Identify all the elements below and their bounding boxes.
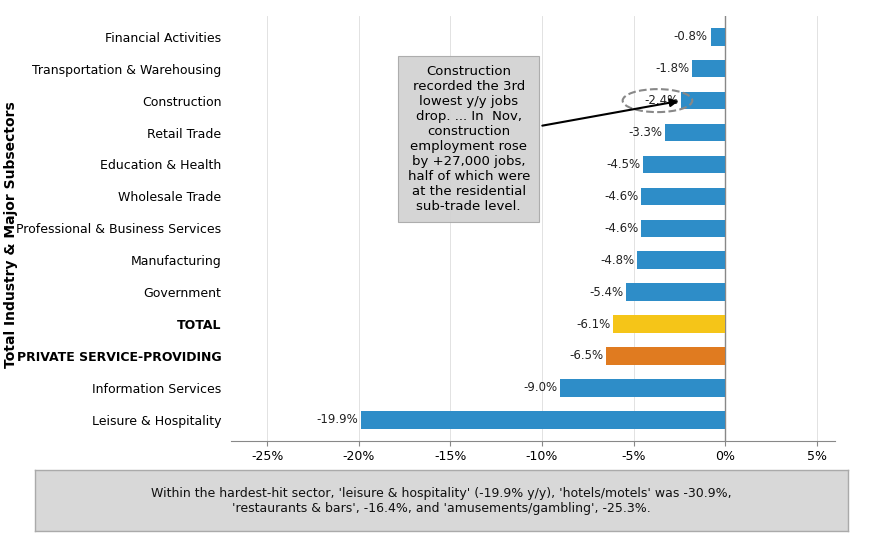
Text: -4.6%: -4.6% (603, 190, 638, 203)
Text: -0.8%: -0.8% (673, 30, 707, 43)
Text: -6.5%: -6.5% (568, 349, 603, 363)
Bar (637, 252, 725, 269)
Bar (640, 219, 725, 237)
Text: -19.9%: -19.9% (315, 413, 357, 426)
Bar (613, 315, 725, 333)
Text: -2.4%: -2.4% (644, 94, 678, 107)
Bar (361, 411, 725, 429)
Text: -4.6%: -4.6% (603, 222, 638, 235)
Text: -4.8%: -4.8% (600, 254, 634, 266)
Text: -6.1%: -6.1% (576, 318, 610, 331)
Bar (560, 379, 725, 397)
Text: -1.8%: -1.8% (654, 62, 689, 75)
X-axis label: Y/Y % Change in Number of Jobs: Y/Y % Change in Number of Jobs (406, 472, 659, 485)
Bar (680, 92, 725, 109)
Bar (710, 28, 725, 45)
Text: Construction
recorded the 3rd
lowest y/y jobs
drop. ... In  Nov,
construction
em: Construction recorded the 3rd lowest y/y… (407, 65, 675, 213)
Bar (664, 124, 725, 142)
Bar (692, 60, 725, 77)
Bar (640, 187, 725, 205)
Text: -3.3%: -3.3% (627, 126, 661, 139)
Text: Within the hardest-hit sector, 'leisure & hospitality' (-19.9% y/y), 'hotels/mot: Within the hardest-hit sector, 'leisure … (151, 486, 731, 515)
Bar (626, 284, 725, 301)
Bar (606, 347, 725, 365)
Text: -4.5%: -4.5% (605, 158, 640, 171)
Text: Total Industry & Major Subsectors: Total Industry & Major Subsectors (4, 101, 18, 368)
Bar (642, 156, 725, 173)
Text: -5.4%: -5.4% (589, 286, 623, 299)
Text: -9.0%: -9.0% (523, 381, 557, 395)
